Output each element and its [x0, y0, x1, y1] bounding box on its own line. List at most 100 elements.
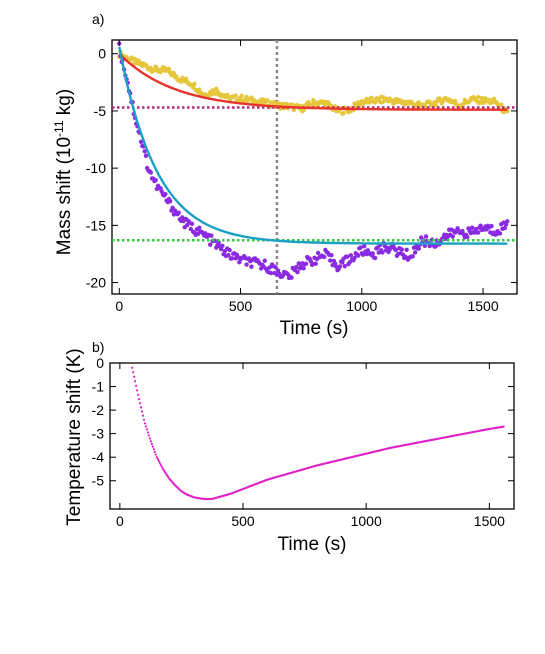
panel-a-data-point: [403, 254, 408, 259]
panel-b-data-point: [156, 457, 159, 461]
panel-a-data-point: [203, 231, 208, 236]
panel-a-0-y-tick-label: -15: [86, 217, 106, 233]
panel-a-y-axis-title: Mass shift (10-11 kg): [52, 89, 75, 255]
panel-b-1-x-tick-label: 500: [231, 513, 255, 529]
panel-b-x-axis-title: Time (s): [278, 534, 347, 555]
panel-a-data-point: [166, 66, 172, 72]
panel-b-data-point: [137, 397, 141, 401]
panel-a-data-point: [163, 191, 168, 197]
panel-a-data-point: [301, 107, 306, 113]
panel-a-data-point: [469, 225, 475, 230]
panel-a-data-point: [313, 261, 318, 266]
panel-a-data-point: [410, 254, 415, 259]
panel-a-data-point: [478, 223, 483, 228]
panel-b-data-point: [154, 453, 157, 456]
panel-a-plot-area: [112, 40, 517, 294]
panel-a-data-point: [337, 264, 343, 269]
panel-a-data-point: [347, 260, 352, 265]
panel-a-data-point: [267, 265, 272, 270]
panel-a-data-point: [362, 243, 367, 249]
panel-a-data-point: [370, 251, 375, 256]
panel-a-data-point: [239, 93, 244, 99]
panel-b-data-point: [146, 431, 150, 434]
panel-a-data-point: [365, 248, 371, 253]
panel-b-data-point: [161, 467, 164, 470]
panel-a-data-point: [273, 265, 278, 270]
panel-b-data-point: [151, 445, 154, 448]
panel-b-1-y-tick-label: -4: [92, 449, 105, 465]
panel-b-data-point: [135, 389, 139, 392]
panel-a-data-point: [412, 250, 418, 255]
panel-a-data-point: [423, 234, 429, 239]
panel-a-data-point: [148, 65, 154, 71]
panel-b-data-point: [149, 440, 152, 443]
panel-a-fit-curve-1: [118, 46, 508, 245]
panel-a-data-point: [393, 247, 398, 253]
panel-a-0-y-tick-label: 0: [98, 46, 106, 62]
panel-a-data-point: [226, 252, 231, 258]
panel-b-data-point: [148, 437, 152, 440]
panel-b-1-y-tick-label: -2: [92, 402, 105, 418]
panel-a-data-point: [352, 255, 357, 261]
panel-a-data-point: [358, 245, 363, 250]
panel-a-0-x-tick-label: 1500: [467, 298, 498, 314]
panel-a-0-y-tick-label: -10: [86, 160, 106, 176]
panel-a-data-point: [465, 234, 470, 240]
panel-a-data-point: [295, 269, 300, 275]
panel-b-1-x-tick-label: 0: [116, 513, 124, 529]
panel-a-data-point: [291, 107, 297, 113]
panel-b-data-point: [143, 422, 147, 425]
panel-b-data-point: [141, 414, 145, 417]
panel-b-1-y-tick-label: 0: [96, 355, 104, 371]
panel-b-data-point: [138, 402, 142, 405]
panel-a-data-point: [249, 264, 254, 269]
panel-b-data-point: [144, 425, 148, 428]
panel-a-data-point: [416, 246, 421, 251]
panel-a-data-point: [220, 243, 225, 249]
panel-b-data-point: [131, 366, 134, 369]
panel-b-data-point: [152, 448, 155, 451]
panel-a-data-point: [158, 185, 163, 191]
panel-a-data-point: [301, 266, 306, 271]
panel-b-series-0: [131, 366, 505, 501]
panel-a-data-point: [473, 226, 478, 232]
panel-a-data-point: [188, 226, 194, 232]
panel-a-data-point: [268, 270, 274, 276]
panel-a-data-point: [328, 258, 333, 263]
panel-a-data-point: [265, 98, 270, 103]
panel-a-frame: [111, 39, 518, 295]
panel-a-0-x-tick-label: 500: [229, 298, 253, 314]
panel-a-data-point: [180, 215, 185, 220]
panel-b-data-point: [157, 459, 160, 463]
panel-a-data-point: [497, 231, 503, 236]
panel-a-data-point: [372, 255, 378, 261]
panel-a-data-point: [340, 260, 345, 265]
panel-b-data-point: [142, 418, 146, 421]
panel-a-series-1: [117, 41, 510, 281]
panel-a-data-point: [404, 247, 409, 252]
panel-a-data-point: [143, 153, 149, 158]
panel-a-data-point: [229, 256, 235, 261]
panel-b-1-y-tick-label: -5: [92, 473, 105, 489]
panel-a-data-point: [341, 110, 346, 116]
panel-b-temperature-shift: b) 0 500 1000 1500 0 -1 -2 -3 -4 -5 Time (s) Temp…: [64, 339, 515, 555]
panel-b-label: b): [92, 339, 104, 355]
panel-a-data-point: [171, 70, 177, 76]
panel-a-data-point: [479, 95, 485, 101]
panel-a-data-point: [502, 225, 508, 231]
panel-a-data-point: [227, 247, 232, 253]
panel-a-data-point: [503, 222, 509, 227]
panel-a-data-point: [176, 210, 181, 215]
panel-b-data-point: [158, 461, 161, 464]
panel-a-data-point: [329, 253, 334, 258]
panel-a-data-point: [197, 225, 202, 230]
panel-b-data-point: [153, 450, 156, 454]
panel-b-data-point: [145, 428, 149, 431]
panel-b-y-axis-title: Temperature shift (K): [64, 348, 85, 525]
panel-b-data-point: [502, 425, 505, 428]
panel-a-data-point: [192, 81, 197, 86]
panel-b-1-y-tick-label: -3: [92, 426, 105, 442]
panel-a-data-point: [345, 254, 350, 259]
panel-b-data-point: [160, 465, 163, 468]
